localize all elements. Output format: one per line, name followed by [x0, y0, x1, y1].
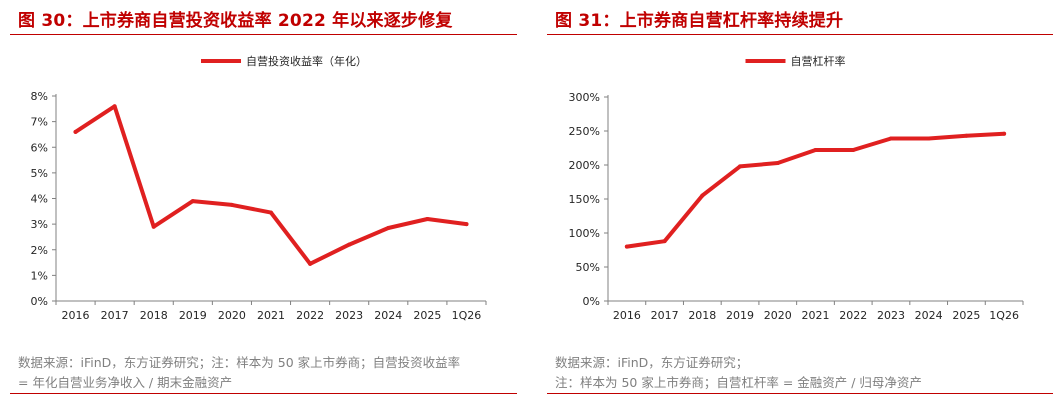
data-point	[229, 202, 234, 207]
x-tick-label: 2022	[839, 309, 867, 321]
y-tick-label: 5%	[31, 167, 48, 180]
x-tick-label: 2025	[413, 309, 441, 321]
y-tick-label: 250%	[569, 125, 600, 138]
data-point	[151, 224, 156, 229]
data-point	[425, 217, 430, 221]
legend-label: 自营投资收益率（年化）	[246, 54, 367, 68]
y-tick-label: 0%	[31, 295, 48, 308]
x-tick-label: 2018	[688, 309, 716, 321]
data-point	[464, 222, 469, 227]
x-tick-label: 2022	[296, 309, 324, 321]
source-note-line1: 数据来源：iFinD，东方证券研究；注：样本为 50 家上市券商；自营投资收益率	[18, 355, 461, 370]
y-tick-label: 7%	[31, 116, 48, 129]
x-tick-label: 2024	[374, 309, 402, 321]
legend-label: 自营杠杆率	[791, 54, 846, 68]
title-divider	[547, 34, 1053, 35]
series-line	[73, 104, 469, 266]
figure-title: 图 31：上市券商自营杠杆率持续提升	[555, 11, 844, 31]
y-tick-label: 300%	[569, 91, 600, 104]
legend: 自营投资收益率（年化）	[201, 54, 367, 68]
x-tick-label: 2017	[101, 309, 129, 321]
y-tick-label: 3%	[31, 218, 48, 231]
x-tick-label: 2024	[915, 309, 943, 321]
x-tick-label: 2017	[651, 309, 679, 321]
data-point	[73, 129, 78, 134]
data-point	[813, 148, 818, 153]
line-chart-leverage: 自营杠杆率 0% 50% 100% 150% 200% 250% 300% 2016 2017 20…	[569, 54, 1024, 321]
x-tick-label: 2021	[257, 309, 285, 321]
x-tick-label: 2018	[140, 309, 168, 321]
source-note-line2: 注：样本为 50 家上市券商；自营杠杆率 = 金融资产 / 归母净资产	[555, 375, 922, 390]
x-tick-label: 1Q26	[452, 309, 482, 321]
source-note-line2: = 年化自营业务净收入 / 期末金融资产	[18, 375, 233, 390]
y-tick-label: 50%	[576, 261, 600, 274]
line-chart-return-rate: 自营投资收益率（年化） 0% 1% 2% 3% 4% 5% 6% 7% 8% 2016 2017 201…	[31, 54, 487, 321]
chart-panel-right: 图 31：上市券商自营杠杆率持续提升 自营杠杆率 0% 50% 100% 150% 200…	[537, 0, 1061, 402]
data-point	[888, 136, 893, 141]
bottom-divider	[547, 393, 1053, 394]
y-tick-label: 0%	[583, 295, 600, 308]
y-tick-label: 200%	[569, 159, 600, 172]
y-tick-label: 150%	[569, 193, 600, 206]
data-point	[269, 210, 273, 215]
data-point	[775, 160, 780, 165]
y-tick-label: 6%	[31, 141, 48, 154]
bottom-divider	[10, 393, 517, 394]
data-point	[964, 133, 969, 138]
y-tick-label: 4%	[31, 193, 48, 206]
x-tick-label: 2020	[764, 309, 792, 321]
x-tick-label: 2023	[877, 309, 905, 321]
legend: 自营杠杆率	[745, 54, 846, 68]
x-tick-label: 2016	[613, 309, 641, 321]
x-tick-label: 1Q26	[989, 309, 1019, 321]
data-point	[308, 261, 313, 266]
data-point	[851, 148, 856, 153]
y-tick-label: 2%	[31, 244, 48, 257]
data-point	[662, 239, 667, 244]
data-point	[1002, 131, 1007, 136]
data-point	[738, 164, 743, 169]
x-tick-label: 2019	[726, 309, 754, 321]
x-tick-label: 2023	[335, 309, 363, 321]
y-tick-label: 8%	[31, 90, 48, 103]
data-point	[386, 225, 391, 230]
y-tick-label: 1%	[31, 269, 48, 282]
data-point	[112, 104, 117, 109]
x-tick-label: 2019	[179, 309, 207, 321]
data-point	[347, 242, 352, 247]
data-point	[190, 199, 195, 204]
x-tick-label: 2021	[802, 309, 830, 321]
x-tick-label: 2016	[62, 309, 90, 321]
figure-title: 图 30：上市券商自营投资收益率 2022 年以来逐步修复	[18, 11, 453, 31]
source-note-line1: 数据来源：iFinD，东方证券研究；	[555, 355, 749, 370]
chart-panel-left: 图 30：上市券商自营投资收益率 2022 年以来逐步修复 自营投资收益率（年化…	[0, 0, 525, 402]
data-point	[624, 244, 629, 249]
data-point	[926, 136, 931, 141]
y-tick-label: 100%	[569, 227, 600, 240]
title-divider	[10, 34, 517, 35]
x-tick-label: 2025	[952, 309, 980, 321]
data-point	[700, 193, 705, 198]
x-tick-label: 2020	[218, 309, 246, 321]
